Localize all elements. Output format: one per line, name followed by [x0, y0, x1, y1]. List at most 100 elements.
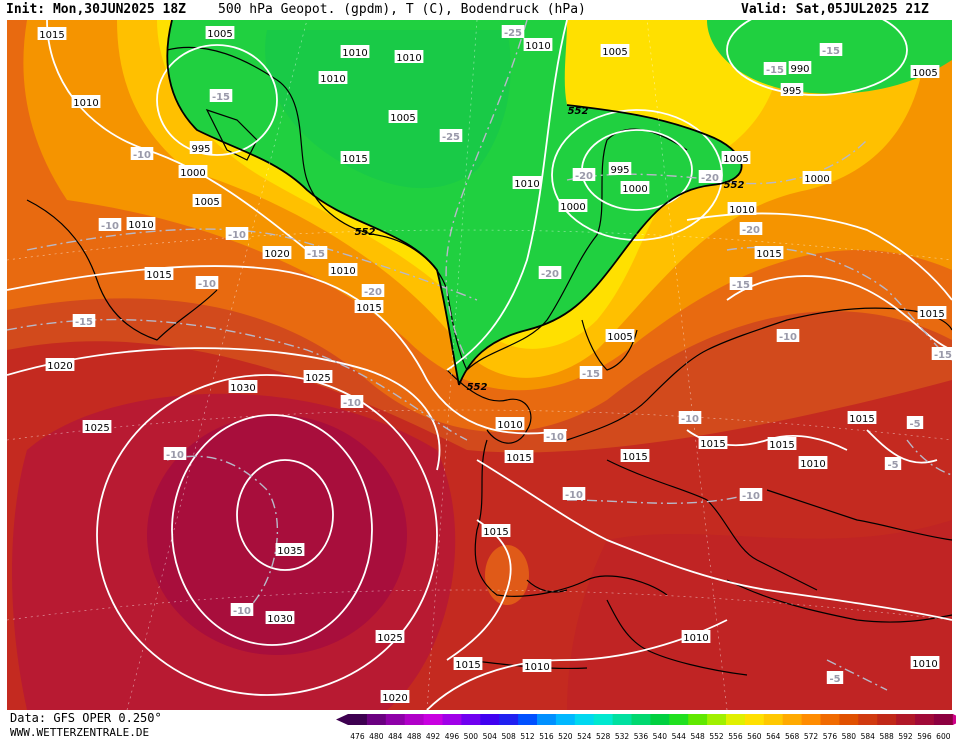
scale-tick-label: 528 [596, 732, 611, 741]
scale-tick-label: 484 [388, 732, 403, 741]
isobar-label-text: 1025 [377, 633, 402, 644]
scale-tick-label: 560 [747, 732, 762, 741]
isobar-label-text: 1010 [320, 74, 345, 85]
geopotential-label-text: 552 [724, 180, 745, 191]
scale-swatch [442, 714, 462, 725]
temp-label-text: -20 [541, 269, 559, 280]
isobar-label-box [504, 450, 534, 463]
temp-label-box [195, 276, 219, 289]
isobar-label: 1010 [910, 656, 940, 670]
scale-swatch [404, 714, 425, 725]
isobar-label-text: 1015 [700, 439, 725, 450]
temp-label: -5 [826, 671, 844, 685]
isobar-label: 1015 [453, 657, 483, 671]
temp-label-text: -10 [681, 414, 699, 425]
isobar-label-text: 1005 [602, 47, 627, 58]
isobar-label: 1005 [605, 329, 635, 343]
isobar-label-box [205, 26, 235, 39]
isobar-label: 1005 [192, 194, 222, 208]
scale-swatch [366, 714, 387, 725]
temp-label-text: -10 [779, 332, 797, 343]
isobar-label: 995 [780, 83, 804, 97]
temp-label: -10 [98, 218, 122, 232]
scale-swatch [518, 714, 538, 725]
isobar-label: 1010 [126, 217, 156, 231]
temp-label-box [304, 246, 328, 259]
isobar-label-text: 1015 [356, 303, 381, 314]
isobar-label-text: 1010 [342, 48, 367, 59]
isobar-label-box [495, 417, 525, 430]
scale-tick-label: 572 [804, 732, 819, 741]
isobar-label: 1010 [71, 95, 101, 109]
scale-swatch [385, 714, 406, 725]
scale-swatch [801, 714, 821, 725]
scale-swatch [631, 714, 651, 725]
scale-swatch [480, 714, 500, 725]
isobar-label: 1010 [340, 45, 370, 59]
temp-label: -25 [501, 25, 525, 39]
temp-label-text: -20 [364, 287, 382, 298]
temp-label-box [763, 62, 787, 75]
geopotential-label: 552 [724, 180, 745, 191]
isobar-label-box [380, 690, 410, 703]
scale-tick-label: 520 [558, 732, 573, 741]
scale-tick-label: 532 [615, 732, 630, 741]
temp-label-box [501, 25, 525, 38]
scale-swatch [461, 714, 481, 725]
temp-label-text: -10 [546, 432, 564, 443]
isobar-label-text: 1005 [723, 154, 748, 165]
temp-label-box [209, 89, 233, 102]
isobar-label-box [375, 630, 405, 643]
isobar-label: 1015 [620, 449, 650, 463]
isobar-label-box [388, 110, 418, 123]
scale-swatch [669, 714, 689, 725]
scale-swatch [348, 714, 368, 725]
isobar-label-text: 1010 [514, 179, 539, 190]
isobar-label: 1000 [802, 171, 832, 185]
isobar-label: 1000 [558, 199, 588, 213]
isobar-label-text: 1005 [912, 68, 937, 79]
isobar-label-box [262, 246, 292, 259]
scale-tick-label: 488 [407, 732, 422, 741]
isobar-label: 1010 [727, 202, 757, 216]
isobar-label-box [698, 436, 728, 449]
isobar-label: 1015 [698, 436, 728, 450]
isobar-label: 1025 [303, 370, 333, 384]
scale-tick-label: 580 [842, 732, 857, 741]
scale-swatch [877, 714, 897, 725]
isobar-label-text: 1005 [194, 197, 219, 208]
isobar-label-text: 1010 [729, 205, 754, 216]
temp-label-text: -10 [101, 221, 119, 232]
isobar-label-text: 1015 [146, 270, 171, 281]
temp-label-text: -25 [442, 132, 460, 143]
isobar-label: 995 [608, 162, 632, 176]
isobar-label-box [71, 95, 101, 108]
isobar-label: 995 [189, 141, 213, 155]
isobar-label-text: 1010 [524, 662, 549, 673]
scale-swatch [574, 714, 595, 725]
scale-tick-label: 508 [501, 732, 516, 741]
isobar-label-text: 1000 [622, 184, 647, 195]
scale-tick-label: 556 [728, 732, 743, 741]
isobar-label-box [721, 151, 751, 164]
temp-label-text: -15 [934, 350, 952, 361]
isobar-label: 1005 [600, 44, 630, 58]
isobar-label-text: 1010 [525, 41, 550, 52]
temp-label-box [72, 314, 96, 327]
temp-label-box [579, 366, 603, 379]
isobar-label-box [910, 65, 940, 78]
temp-label-text: -10 [742, 491, 760, 502]
isobar-label-box [453, 657, 483, 670]
temp-label-box [538, 266, 562, 279]
isobar-label: 1010 [512, 176, 542, 190]
temp-label-text: -10 [228, 230, 246, 241]
temp-label: -15 [72, 314, 96, 328]
temp-label-text: -25 [504, 28, 522, 39]
isobar-label-text: 1010 [912, 659, 937, 670]
temp-label-text: -5 [887, 460, 898, 471]
data-source: Data: GFS OPER 0.250° [10, 711, 162, 725]
isobar-label-box [847, 411, 877, 424]
temp-label-text: -20 [742, 225, 760, 236]
temp-label-box [906, 416, 924, 429]
